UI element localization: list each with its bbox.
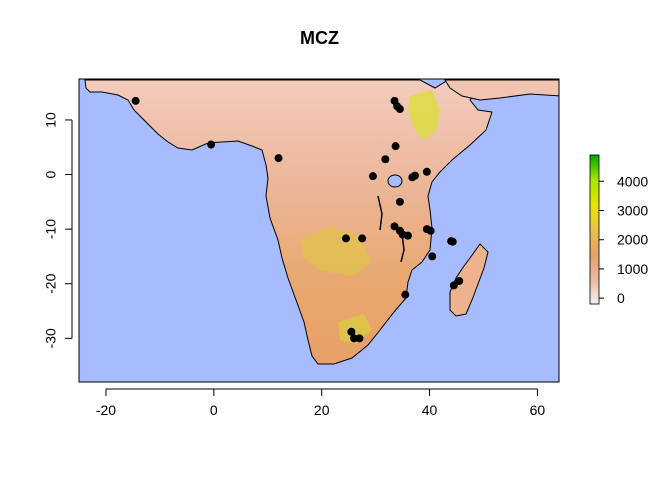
legend-tick-label: 2000 <box>617 232 648 248</box>
occurrence-point <box>390 222 399 231</box>
occurrence-point <box>207 140 216 149</box>
plot-frame <box>78 78 560 383</box>
occurrence-point <box>403 231 412 240</box>
legend-colorbar <box>589 154 600 305</box>
legend-ticks: 4000 3000 2000 1000 0 <box>599 173 648 306</box>
occurrence-point <box>426 226 435 235</box>
occurrence-point <box>355 334 364 343</box>
occurrence-point <box>391 142 400 151</box>
y-tick-label: 10 <box>43 112 59 128</box>
y-axis: 10 0 -10 -20 -30 <box>43 112 73 348</box>
elevation-legend: 4000 3000 2000 1000 0 <box>589 154 648 306</box>
y-tick-label: -30 <box>43 328 59 348</box>
x-tick-label: 40 <box>422 402 438 418</box>
x-tick-label: 20 <box>314 402 330 418</box>
occurrence-point <box>274 154 283 163</box>
occurrence-point <box>381 155 390 164</box>
ethiopian-highlands <box>408 90 440 140</box>
occurrence-point <box>448 237 457 246</box>
x-axis: -20 0 20 40 60 <box>96 388 546 418</box>
southern-highlands <box>300 226 372 276</box>
x-tick-label: 60 <box>530 402 546 418</box>
occurrence-point <box>395 105 404 114</box>
occurrence-point <box>411 171 419 180</box>
y-tick-label: -10 <box>43 219 59 239</box>
occurrence-point <box>358 234 367 243</box>
madagascar-landmass <box>449 243 489 317</box>
occurrence-point <box>368 172 377 181</box>
occurrence-points <box>131 96 464 343</box>
occurrence-point <box>455 277 464 285</box>
arabia-landmass <box>444 79 559 101</box>
lake-tanganyika <box>377 195 383 231</box>
y-tick-label: -20 <box>43 273 59 293</box>
lake-malawi <box>400 233 405 263</box>
occurrence-point <box>131 96 140 105</box>
occurrence-point <box>401 290 410 299</box>
occurrence-point <box>347 327 356 336</box>
occurrence-point <box>395 197 404 206</box>
occurrence-point <box>449 281 458 290</box>
x-tick-label: 0 <box>210 402 218 418</box>
y-tick-label: 0 <box>43 170 59 178</box>
legend-tick-label: 0 <box>617 290 625 306</box>
legend-tick-label: 4000 <box>617 173 648 189</box>
legend-tick-label: 1000 <box>617 261 648 277</box>
map-panel <box>78 78 560 383</box>
occurrence-point <box>341 234 350 243</box>
x-tick-label: -20 <box>96 402 116 418</box>
occurrence-point <box>422 167 431 176</box>
plot-title: MCZ <box>300 28 339 48</box>
drakensberg-highlands <box>338 314 372 344</box>
africa-landmass <box>84 79 493 365</box>
occurrence-point <box>428 252 437 261</box>
lake-victoria <box>387 174 403 188</box>
legend-tick-label: 3000 <box>617 203 648 219</box>
